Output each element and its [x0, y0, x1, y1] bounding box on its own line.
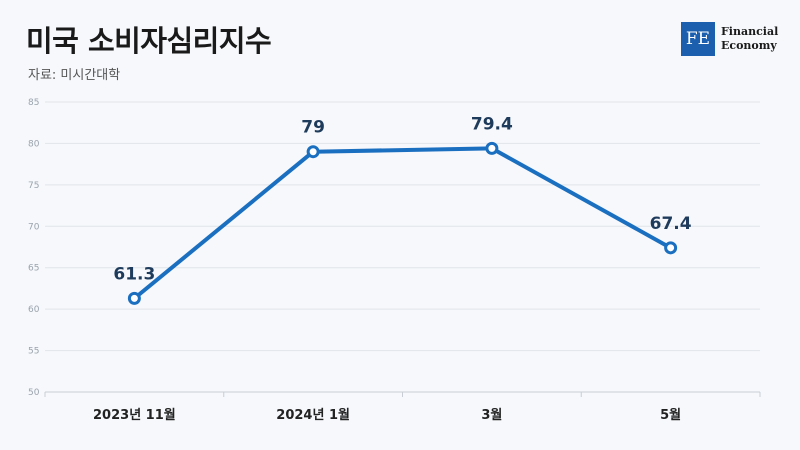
data-point: [127, 291, 141, 305]
y-tick-label: 85: [28, 98, 39, 108]
data-point: [306, 145, 320, 159]
y-tick-label: 55: [28, 347, 39, 357]
x-tick-label: 3월: [481, 407, 502, 423]
x-tick-label: 2023년 11월: [93, 407, 176, 423]
logo-line-1: Financial: [721, 25, 779, 38]
data-label: 61.3: [113, 264, 155, 284]
data-label: 67.4: [650, 214, 692, 234]
chart-title: 미국 소비자심리지수: [26, 24, 272, 58]
brand-logo: FE Financial Economy: [681, 22, 778, 56]
x-tick-label: 5월: [660, 407, 681, 423]
y-tick-label: 65: [28, 264, 39, 274]
logo-mark: FE: [681, 22, 715, 56]
y-tick-label: 80: [28, 139, 40, 149]
source-note: 자료: 미시간대학: [28, 68, 121, 83]
data-point: [485, 141, 499, 155]
y-tick-label: 75: [28, 181, 39, 191]
y-tick-label: 50: [28, 388, 40, 398]
y-tick-label: 70: [28, 222, 40, 232]
logo-wordmark: Financial Economy: [721, 25, 778, 53]
data-point: [664, 241, 678, 255]
data-label: 79.4: [471, 114, 513, 134]
x-tick-label: 2024년 1월: [276, 407, 350, 423]
y-tick-label: 60: [28, 305, 40, 315]
data-label: 79: [301, 118, 325, 138]
logo-line-2: Economy: [721, 39, 777, 52]
series-line: [132, 146, 673, 301]
